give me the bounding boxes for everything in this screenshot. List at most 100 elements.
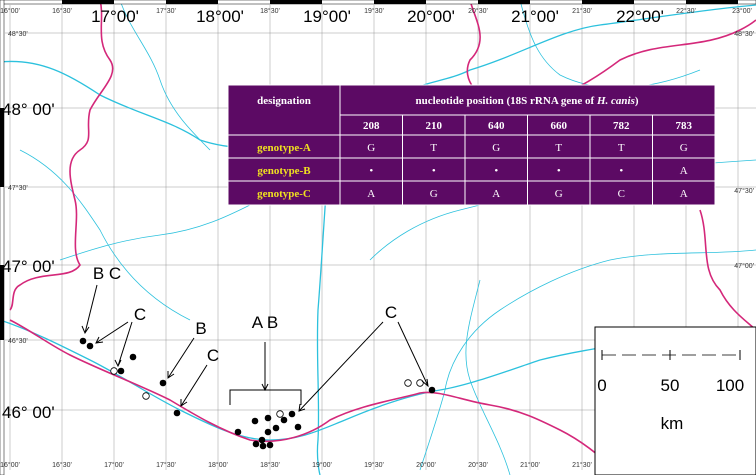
longitude-label: 18°00' bbox=[208, 461, 228, 469]
genotype-annotation: C bbox=[134, 305, 146, 324]
longitude-label: 23°00' bbox=[732, 7, 752, 15]
positive-site bbox=[117, 367, 125, 375]
base: • bbox=[432, 165, 436, 177]
scale-label: 100 bbox=[716, 376, 744, 395]
position: 783 bbox=[676, 120, 693, 132]
table-header: nucleotide position (18S rRNA gene of H.… bbox=[415, 95, 638, 107]
longitude-label: 22°30' bbox=[676, 7, 696, 15]
river bbox=[59, 204, 251, 261]
latitude-label: 48°30' bbox=[734, 30, 754, 38]
positive-site bbox=[266, 441, 274, 449]
border bbox=[9, 319, 621, 475]
longitude-label: 17°00' bbox=[91, 7, 139, 26]
longitude-label: 18°00' bbox=[196, 7, 244, 26]
positive-site bbox=[258, 436, 266, 444]
river bbox=[419, 249, 756, 471]
base: G bbox=[680, 142, 688, 154]
latitude-label: 46°30' bbox=[8, 337, 28, 345]
longitude-label: 21°00' bbox=[511, 7, 559, 26]
positive-site bbox=[259, 442, 267, 450]
base: G bbox=[492, 142, 500, 154]
genotype-annotation: B C bbox=[93, 264, 121, 283]
latitude-label: 48°30' bbox=[8, 30, 28, 38]
scale-unit: km bbox=[661, 414, 684, 433]
latitude-label: 47°30' bbox=[8, 184, 28, 192]
border bbox=[699, 209, 756, 331]
longitude-label: 19°00' bbox=[303, 7, 351, 26]
negative-site bbox=[416, 379, 424, 387]
genotype-annotation: B bbox=[195, 319, 206, 338]
longitude-label: 21°30' bbox=[572, 461, 592, 469]
positive-site bbox=[294, 423, 302, 431]
longitude-label: 16°00' bbox=[0, 461, 20, 469]
positive-site bbox=[280, 416, 288, 424]
genotype-name: genotype-C bbox=[257, 188, 311, 200]
scale-label: 0 bbox=[597, 376, 606, 395]
positive-site bbox=[288, 410, 296, 418]
longitude-label: 19°30' bbox=[364, 461, 384, 469]
pointers bbox=[81, 284, 429, 412]
position: 782 bbox=[613, 120, 630, 132]
base: G bbox=[430, 188, 438, 200]
base: A bbox=[367, 188, 375, 200]
longitude-label: 18°30' bbox=[260, 461, 280, 469]
scale-bar: 0 50 100 km bbox=[594, 326, 756, 475]
longitude-label: 16°30' bbox=[52, 7, 72, 15]
positive-site bbox=[272, 424, 280, 432]
river bbox=[119, 0, 211, 151]
base: G bbox=[367, 142, 375, 154]
longitude-label: 17°30' bbox=[156, 461, 176, 469]
river bbox=[465, 279, 511, 475]
base: • bbox=[557, 165, 561, 177]
longitude-label: 17°30' bbox=[156, 7, 176, 15]
positive-site bbox=[251, 417, 259, 425]
longitude-label: 20°30' bbox=[468, 461, 488, 469]
latitude-label: 47°00' bbox=[734, 262, 754, 270]
positive-site bbox=[173, 409, 181, 417]
base: T bbox=[618, 142, 625, 154]
genotype-name: genotype-B bbox=[257, 165, 311, 177]
base: A bbox=[680, 188, 688, 200]
genotype-annotation: C bbox=[385, 303, 397, 322]
longitude-label: 16°30' bbox=[52, 461, 72, 469]
base: • bbox=[369, 165, 373, 177]
coordinate-labels: 17°00' 18°00' 19°00' 20°00' 21°00' 22°00' 16°0… bbox=[0, 7, 754, 469]
base: A bbox=[492, 188, 500, 200]
positive-site bbox=[86, 342, 94, 350]
base: • bbox=[494, 165, 498, 177]
header-part: nucleotide position (18S rRNA gene of bbox=[415, 95, 597, 107]
table-background bbox=[227, 84, 716, 206]
scale-label: 50 bbox=[661, 376, 680, 395]
border bbox=[9, 0, 114, 311]
longitude-label: 20°30' bbox=[468, 7, 488, 15]
negative-site bbox=[110, 367, 118, 375]
header-part: H. canis bbox=[596, 95, 635, 107]
positive-site bbox=[264, 414, 272, 422]
positive-site bbox=[234, 428, 242, 436]
base: T bbox=[430, 142, 437, 154]
positive-site bbox=[252, 440, 260, 448]
negative-site bbox=[276, 410, 284, 418]
genotype-table: designation nucleotide position (18S rRNA… bbox=[227, 84, 716, 206]
positive-site bbox=[129, 353, 137, 361]
positive-site bbox=[159, 379, 167, 387]
longitude-label: 20°00' bbox=[416, 461, 436, 469]
genotype-annotation: C bbox=[207, 346, 219, 365]
latitude-label: 46° 00' bbox=[2, 403, 55, 422]
longitude-label: 19°00' bbox=[312, 461, 332, 469]
longitude-label: 19°30' bbox=[364, 7, 384, 15]
positive-site bbox=[79, 337, 87, 345]
position: 210 bbox=[426, 120, 443, 132]
genotype-name: genotype-A bbox=[257, 142, 311, 154]
river bbox=[316, 139, 331, 475]
latitude-label: 48° 00' bbox=[2, 100, 55, 119]
table-header: designation bbox=[257, 95, 311, 107]
longitude-label: 17°00' bbox=[104, 461, 124, 469]
sample-sites bbox=[79, 337, 436, 450]
negative-site bbox=[404, 379, 412, 387]
base: A bbox=[680, 165, 688, 177]
base: T bbox=[555, 142, 562, 154]
